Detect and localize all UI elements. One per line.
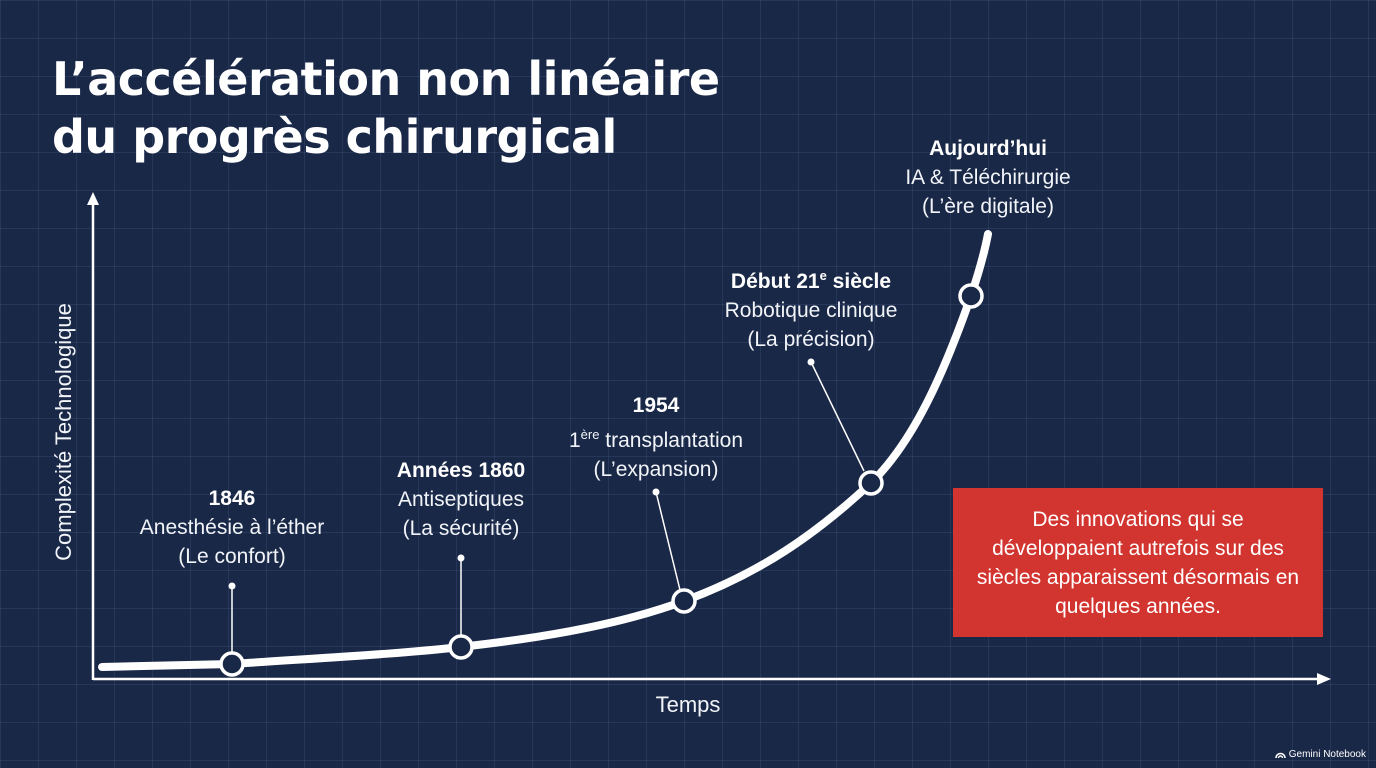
title-line-1: L’accélération non linéaire <box>52 52 720 106</box>
milestone-node-1846 <box>219 651 245 677</box>
milestone-node-1860 <box>448 634 474 660</box>
leader-dot-21st <box>807 358 815 366</box>
y-axis-label: Complexité Technologique <box>51 303 76 561</box>
milestone-theme: (L’expansion) <box>593 458 719 481</box>
milestone-label-1860: Années 1860 Antiseptiques (La sécurité) <box>397 456 525 543</box>
milestone-theme: (Le confort) <box>178 545 286 568</box>
brand-label: Gemini Notebook <box>1288 749 1366 760</box>
x-axis-arrow <box>1317 673 1331 685</box>
leader-dot-1846 <box>228 582 236 590</box>
axes <box>87 192 1331 685</box>
milestone-node-today <box>958 283 984 309</box>
milestone-event: Anesthésie à l’éther <box>139 516 325 539</box>
milestone-label-21st: Début 21e siècle Robotique clinique (La … <box>725 261 898 354</box>
milestone-event: 1ère transplantation <box>568 427 744 452</box>
callout-box: Des innovations qui se développaient aut… <box>953 488 1323 637</box>
leader-lines <box>228 358 865 652</box>
milestone-year: 1846 <box>208 487 256 510</box>
milestone-event: IA & Téléchirurgie <box>905 166 1071 189</box>
milestone-theme: (La sécurité) <box>402 517 520 540</box>
milestone-year: Aujourd’hui <box>929 137 1047 160</box>
milestone-year: 1954 <box>632 394 680 417</box>
milestone-label-today: Aujourd’hui IA & Téléchirurgie (L’ère di… <box>905 134 1070 221</box>
growth-curve <box>98 230 992 671</box>
x-axis-label: Temps <box>655 692 721 717</box>
milestone-label-1954: 1954 1ère transplantation (L’expansion) <box>569 391 743 484</box>
milestone-node-21st <box>858 470 884 496</box>
leader-line-1954 <box>655 491 681 591</box>
milestone-theme: (L’ère digitale) <box>922 195 1054 218</box>
title-line-2: du progrès chirurgical <box>52 110 617 164</box>
callout-text: Des innovations qui se développaient aut… <box>976 507 1300 618</box>
gemini-notebook-icon <box>1274 752 1286 758</box>
brand-watermark: Gemini Notebook <box>1274 749 1366 760</box>
y-axis-arrow <box>87 192 99 205</box>
milestone-year: Début 21e siècle <box>730 268 892 293</box>
milestone-theme: (La précision) <box>747 328 875 351</box>
milestone-label-1846: 1846 Anesthésie à l’éther (Le confort) <box>140 484 324 571</box>
milestone-event: Antiseptiques <box>397 488 525 511</box>
milestone-node-1954 <box>671 588 697 614</box>
leader-dot-1860 <box>457 554 465 562</box>
leader-dot-1954 <box>652 488 660 496</box>
milestone-nodes <box>219 283 984 677</box>
milestone-year: Années 1860 <box>396 459 526 482</box>
page-title: L’accélération non linéaire du progrès c… <box>52 50 720 166</box>
milestone-event: Robotique clinique <box>724 299 898 322</box>
leader-line-21st <box>810 361 865 472</box>
